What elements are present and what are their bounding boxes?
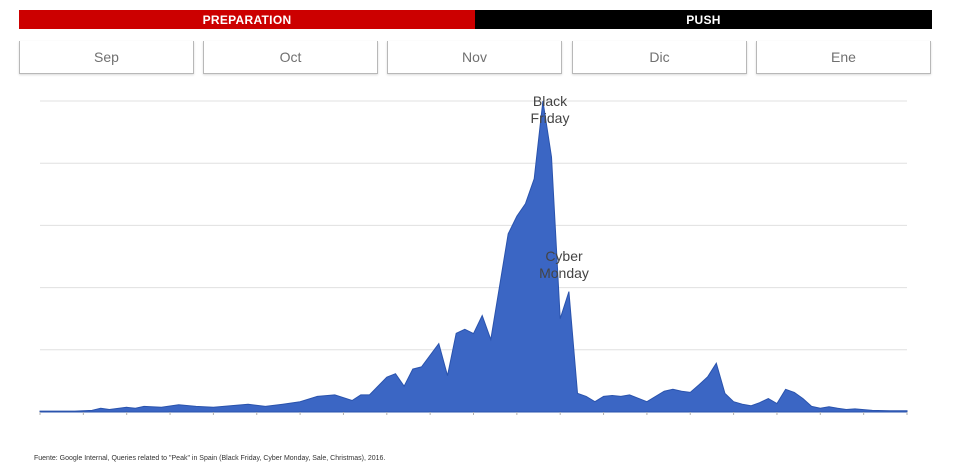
- month-oct: Oct: [203, 41, 378, 74]
- month-dic: Dic: [572, 41, 747, 74]
- annotation-label: Black Friday: [531, 93, 570, 126]
- phase-preparation: PREPARATION: [19, 10, 475, 29]
- phase-push: PUSH: [475, 10, 932, 29]
- month-ene: Ene: [756, 41, 931, 74]
- source-footnote: Fuente: Google Internal, Queries related…: [34, 455, 386, 462]
- series-area: [39, 100, 908, 413]
- month-labels: Sep Oct Nov Dic Ene: [19, 41, 932, 75]
- month-nov: Nov: [387, 41, 562, 74]
- annotation-label: Cyber Monday: [539, 248, 589, 281]
- month-sep: Sep: [19, 41, 194, 74]
